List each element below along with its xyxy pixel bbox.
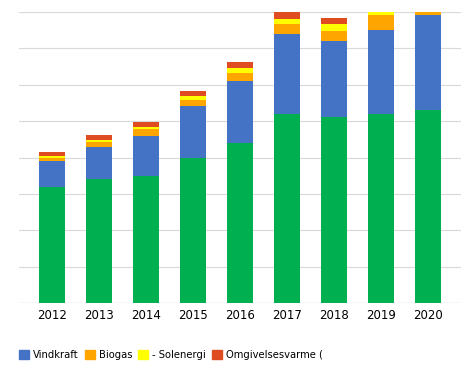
Bar — [227, 73, 252, 81]
Bar — [180, 100, 206, 107]
Bar — [368, 15, 393, 30]
Bar — [86, 135, 112, 140]
Bar — [274, 25, 299, 33]
Bar — [86, 140, 112, 142]
Bar — [321, 18, 346, 24]
Bar — [180, 107, 206, 158]
Bar — [368, 5, 393, 15]
Bar — [86, 142, 112, 147]
Bar — [274, 114, 299, 303]
Bar — [227, 143, 252, 303]
Bar — [180, 91, 206, 96]
Bar — [39, 187, 65, 303]
Bar — [227, 68, 252, 73]
Bar — [39, 158, 65, 161]
Bar — [133, 130, 159, 136]
Bar — [227, 81, 252, 143]
Bar — [274, 19, 299, 25]
Bar — [133, 126, 159, 130]
Bar — [415, 15, 440, 110]
Bar — [86, 147, 112, 179]
Bar — [39, 156, 65, 158]
Bar — [415, 110, 440, 303]
Bar — [227, 62, 252, 68]
Bar — [180, 158, 206, 303]
Legend: Vindkraft, Biogas, - Solenergi, Omgivelsesvarme (: Vindkraft, Biogas, - Solenergi, Omgivels… — [15, 346, 327, 364]
Bar — [368, 0, 393, 5]
Bar — [321, 41, 346, 117]
Bar — [180, 96, 206, 100]
Bar — [368, 30, 393, 114]
Bar — [274, 33, 299, 114]
Bar — [321, 117, 346, 303]
Bar — [321, 24, 346, 31]
Bar — [274, 11, 299, 19]
Bar — [368, 114, 393, 303]
Bar — [321, 31, 346, 41]
Bar — [39, 152, 65, 156]
Bar — [133, 136, 159, 176]
Bar — [133, 176, 159, 303]
Bar — [415, 0, 440, 15]
Bar — [133, 122, 159, 126]
Bar — [86, 179, 112, 303]
Bar — [39, 161, 65, 187]
